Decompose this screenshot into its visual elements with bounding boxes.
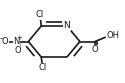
Text: +: + (17, 35, 22, 41)
Text: N: N (14, 37, 20, 46)
Text: OH: OH (107, 31, 120, 40)
Text: N: N (64, 21, 70, 30)
Text: -: - (0, 34, 3, 43)
Text: Cl: Cl (36, 10, 44, 19)
Text: Cl: Cl (38, 63, 46, 72)
Text: O: O (2, 37, 8, 46)
Text: O: O (92, 45, 98, 54)
Text: O: O (14, 46, 21, 55)
